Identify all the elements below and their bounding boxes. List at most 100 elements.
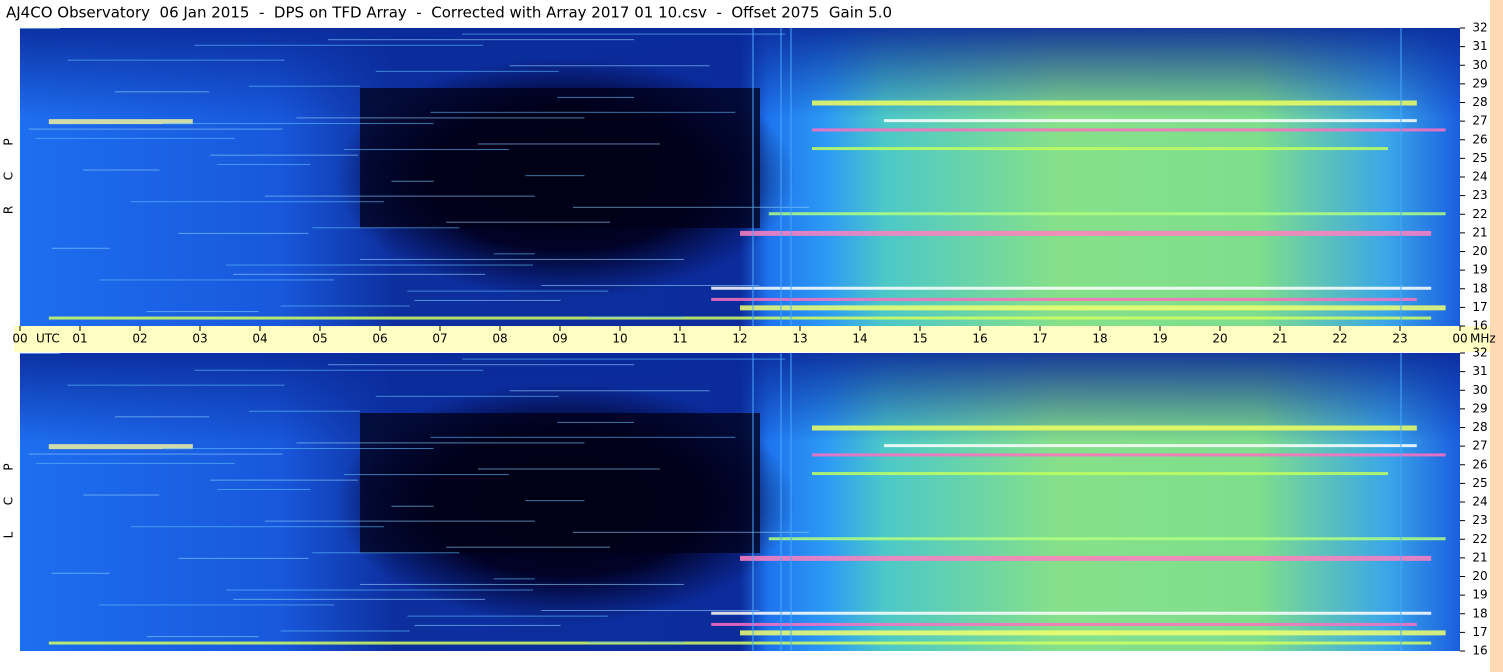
time-tick-label: 10 xyxy=(612,332,627,346)
emission-band xyxy=(740,555,1432,561)
interference-line xyxy=(572,206,809,208)
interference-line xyxy=(328,39,635,41)
freq-tick-label: 20 xyxy=(1472,569,1487,583)
interference-line xyxy=(359,583,684,585)
freq-unit: MHz xyxy=(1470,332,1496,346)
interference-line xyxy=(264,195,535,197)
interference-line xyxy=(225,264,533,266)
interference-line xyxy=(35,462,235,464)
interference-line xyxy=(407,290,609,292)
interference-line xyxy=(146,636,259,638)
interference-line xyxy=(462,33,786,35)
interference-line xyxy=(194,369,484,371)
interference-line xyxy=(414,299,561,301)
time-tick-label: 04 xyxy=(252,332,267,346)
interference-line xyxy=(130,526,384,528)
freq-tick-label: 25 xyxy=(1472,476,1487,490)
interference-line xyxy=(477,468,660,470)
time-tick-label: 12 xyxy=(732,332,747,346)
time-tick-label: 22 xyxy=(1332,332,1347,346)
freq-tick-label: 29 xyxy=(1472,76,1487,90)
interference-line xyxy=(280,630,410,632)
interference-line xyxy=(312,552,460,554)
interference-line xyxy=(462,358,786,360)
interference-line xyxy=(217,163,311,165)
interference-line xyxy=(146,311,259,313)
time-tick-label: 07 xyxy=(432,332,447,346)
time-tick-label: 05 xyxy=(312,332,327,346)
time-tick-label: 14 xyxy=(852,332,867,346)
freq-tick-label: 25 xyxy=(1472,151,1487,165)
emission-band xyxy=(740,630,1446,636)
interference-line xyxy=(391,180,434,182)
interference-line xyxy=(162,122,434,124)
interference-line xyxy=(509,390,710,392)
time-tick-label: 17 xyxy=(1032,332,1047,346)
time-tick-label: 23 xyxy=(1392,332,1407,346)
interference-line xyxy=(99,604,335,606)
emission-band xyxy=(740,230,1432,236)
interference-line xyxy=(67,384,285,386)
freq-tick-label: 27 xyxy=(1472,439,1487,453)
vertical-artifact xyxy=(780,28,782,326)
interference-line xyxy=(51,247,110,249)
interference-line xyxy=(194,44,484,46)
freq-tick-label: 19 xyxy=(1472,263,1487,277)
time-tick-label: 13 xyxy=(792,332,807,346)
vertical-artifact xyxy=(752,28,754,326)
interference-line xyxy=(493,253,535,255)
polarization-letter: P xyxy=(2,463,16,470)
freq-tick-label: 20 xyxy=(1472,244,1487,258)
spectrogram xyxy=(20,28,1460,326)
time-tick-label: 19 xyxy=(1152,332,1167,346)
freq-tick-label: 27 xyxy=(1472,114,1487,128)
vertical-artifact xyxy=(790,28,792,326)
interference-line xyxy=(83,169,160,171)
interference-line xyxy=(280,305,410,307)
freq-tick-label: 23 xyxy=(1472,513,1487,527)
title: AJ4CO Observatory 06 Jan 2015 - DPS on T… xyxy=(6,4,892,22)
polarization-letter: C xyxy=(2,172,16,180)
emission-band xyxy=(768,537,1446,541)
vertical-artifact xyxy=(1400,28,1402,326)
freq-tick-label: 17 xyxy=(1472,625,1487,639)
time-tick-label: 16 xyxy=(972,332,987,346)
interference-line xyxy=(572,531,809,533)
time-tick-label: 00 xyxy=(1452,332,1467,346)
interference-line xyxy=(248,410,360,412)
time-tick-label: 11 xyxy=(672,332,687,346)
emission-band xyxy=(812,453,1446,457)
emission-band xyxy=(812,147,1388,151)
emission-band xyxy=(711,297,1417,301)
freq-tick-label: 31 xyxy=(1472,39,1487,53)
freq-tick-label: 32 xyxy=(1472,346,1487,360)
night-band xyxy=(360,413,760,553)
freq-tick-label: 28 xyxy=(1472,420,1487,434)
emission-band xyxy=(768,212,1446,216)
interference-line xyxy=(296,117,585,119)
interference-line xyxy=(375,70,559,72)
emission-band xyxy=(711,622,1417,626)
vertical-artifact xyxy=(752,353,754,651)
emission-band xyxy=(884,444,1417,448)
emission-band xyxy=(812,425,1417,431)
time-tick-label: 18 xyxy=(1092,332,1107,346)
emission-band xyxy=(812,128,1446,132)
time-tick-label: 21 xyxy=(1272,332,1287,346)
emission-band xyxy=(740,305,1446,311)
vertical-artifact xyxy=(790,353,792,651)
interference-line xyxy=(493,578,535,580)
interference-line xyxy=(233,598,486,600)
night-band xyxy=(360,88,760,228)
interference-line xyxy=(67,59,285,61)
polarization-letter: R xyxy=(2,206,16,214)
emission-band xyxy=(48,641,1432,645)
interference-line xyxy=(130,201,384,203)
time-unit: UTC xyxy=(36,332,60,346)
interference-line xyxy=(83,494,160,496)
interference-line xyxy=(115,91,210,93)
interference-line xyxy=(430,111,736,113)
time-tick-label: 00 xyxy=(12,332,27,346)
freq-tick-label: 24 xyxy=(1472,495,1487,509)
